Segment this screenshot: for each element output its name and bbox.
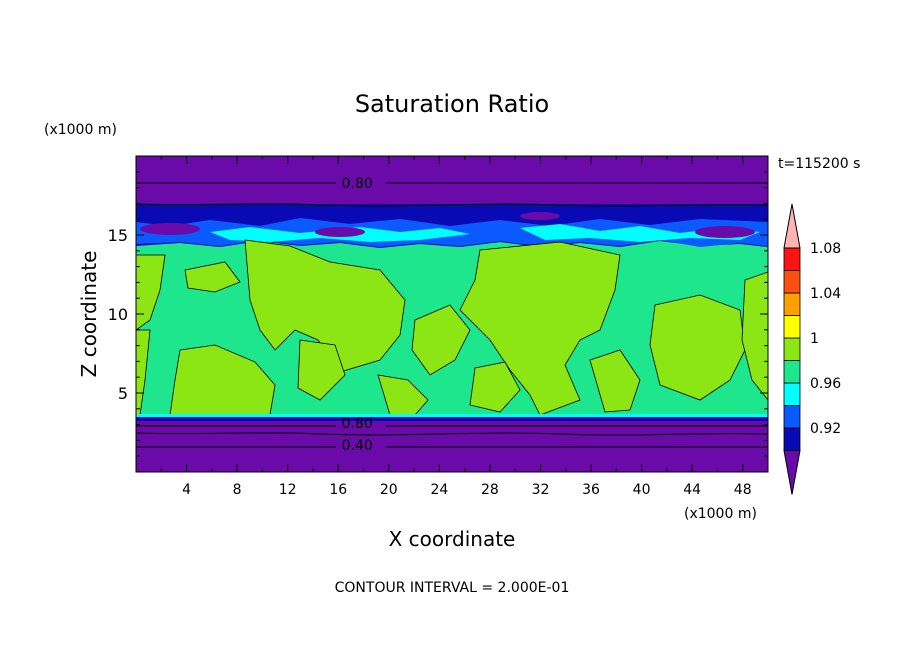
x-tick-label: 12 xyxy=(279,482,297,498)
x-axis-label: X coordinate xyxy=(389,527,516,551)
purple-pocket xyxy=(315,227,365,237)
purple-pocket xyxy=(695,226,755,238)
colorbar-segment xyxy=(783,292,801,316)
purple-pocket xyxy=(520,212,560,220)
x-axis: 4 8 12 16 20 24 28 32 36 40 44 48 xyxy=(160,156,752,498)
colorbar-label: 1 xyxy=(810,331,819,347)
colorbar-label: 0.96 xyxy=(810,376,841,392)
colorbar: 0.92 0.96 1 1.04 1.08 xyxy=(783,203,841,495)
lime-regions xyxy=(136,239,768,416)
contour-interval-note: CONTOUR INTERVAL = 2.000E-01 xyxy=(335,580,570,596)
x-tick-label: 48 xyxy=(734,482,752,498)
y-axis-label: Z coordinate xyxy=(77,251,101,378)
x-tick-label: 36 xyxy=(582,482,600,498)
chart-title: Saturation Ratio xyxy=(355,90,549,118)
purple-pocket xyxy=(140,223,200,235)
x-tick-label: 44 xyxy=(683,482,701,498)
colorbar-lower-arrow xyxy=(783,450,801,495)
colorbar-segment xyxy=(783,427,801,451)
y-tick-label: 10 xyxy=(108,305,128,324)
contour-label: 0.40 xyxy=(342,438,373,454)
y-axis: 5 10 15 xyxy=(108,171,768,457)
x-tick-label: 8 xyxy=(233,482,242,498)
contour-label: 0.80 xyxy=(342,416,373,432)
cyan-patch xyxy=(520,224,760,242)
colorbar-label: 0.92 xyxy=(810,421,841,437)
plot-area xyxy=(136,156,768,472)
colorbar-segment xyxy=(783,270,801,294)
bottom-blue-band xyxy=(136,417,768,421)
y-unit-label: (x1000 m) xyxy=(44,122,117,138)
contour-lines xyxy=(136,182,768,448)
x-tick-label: 4 xyxy=(182,482,191,498)
bottom-cyan-line xyxy=(136,414,768,417)
x-unit-label: (x1000 m) xyxy=(684,506,757,522)
colorbar-segment xyxy=(783,337,801,361)
x-tick-label: 40 xyxy=(633,482,651,498)
colorbar-label: 1.08 xyxy=(810,241,841,257)
top-purple-band xyxy=(136,156,768,204)
colorbar-upper-arrow xyxy=(783,203,801,249)
time-label: t=115200 s xyxy=(778,156,860,172)
colorbar-segment xyxy=(783,247,801,271)
colorbar-segment xyxy=(783,405,801,429)
colorbar-segment xyxy=(783,360,801,384)
colorbar-segment xyxy=(783,382,801,406)
x-tick-label: 24 xyxy=(430,482,448,498)
colorbar-label: 1.04 xyxy=(810,286,841,302)
y-tick-label: 15 xyxy=(108,226,128,245)
colorbar-segment xyxy=(783,315,801,339)
contour-label: 0.80 xyxy=(342,176,373,192)
contour-labels: 0.80 0.80 0.40 xyxy=(342,176,373,454)
y-tick-label: 5 xyxy=(118,384,128,403)
x-tick-label: 28 xyxy=(481,482,499,498)
x-tick-label: 16 xyxy=(329,482,347,498)
x-tick-label: 20 xyxy=(380,482,398,498)
x-tick-label: 32 xyxy=(532,482,550,498)
